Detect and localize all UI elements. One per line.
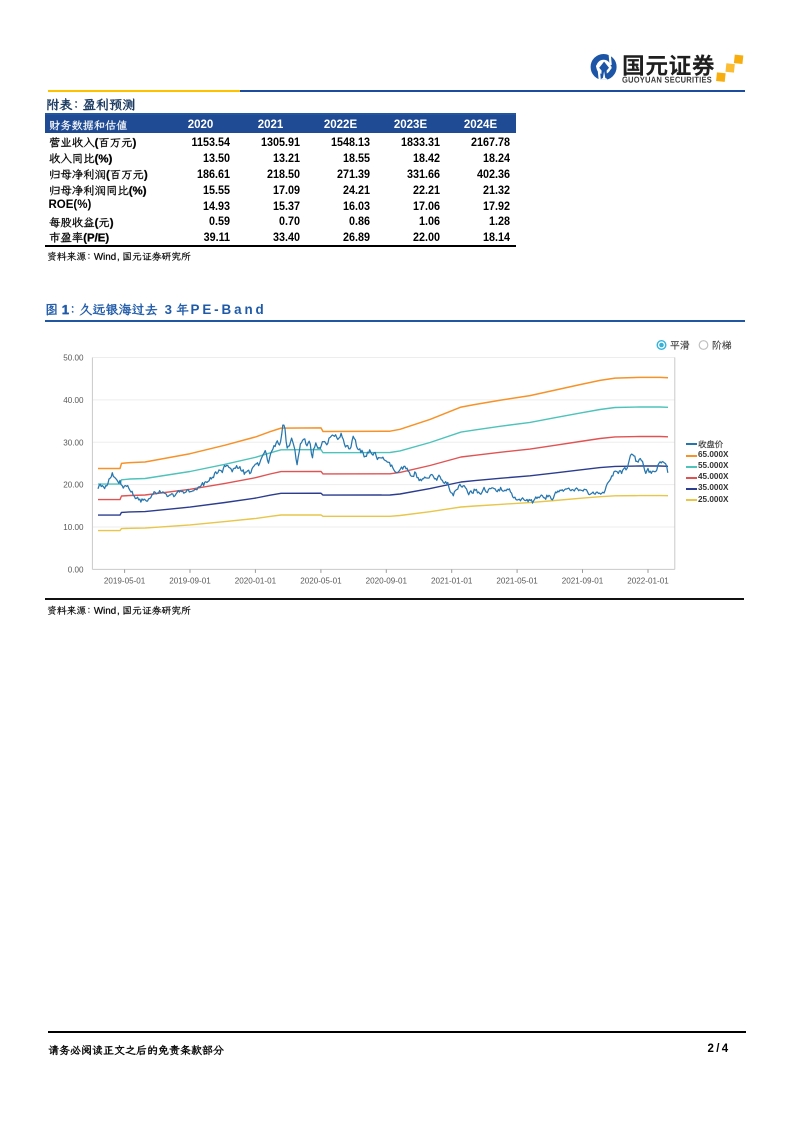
svg-text:2021-09-01: 2021-09-01	[562, 576, 604, 585]
svg-text:2020-05-01: 2020-05-01	[300, 576, 342, 585]
svg-text:0.00: 0.00	[68, 565, 84, 574]
svg-text:20.00: 20.00	[63, 481, 84, 490]
svg-text:2020-01-01: 2020-01-01	[235, 576, 277, 585]
svg-text:10.00: 10.00	[63, 523, 84, 532]
svg-text:2021-01-01: 2021-01-01	[431, 576, 473, 585]
svg-text:2022-01-01: 2022-01-01	[627, 576, 669, 585]
svg-text:40.00: 40.00	[63, 396, 84, 405]
svg-text:2019-05-01: 2019-05-01	[104, 576, 146, 585]
svg-text:2020-09-01: 2020-09-01	[366, 576, 408, 585]
svg-text:2021-05-01: 2021-05-01	[496, 576, 538, 585]
svg-text:30.00: 30.00	[63, 438, 84, 447]
svg-text:2019-09-01: 2019-09-01	[169, 576, 211, 585]
svg-text:50.00: 50.00	[63, 354, 84, 363]
